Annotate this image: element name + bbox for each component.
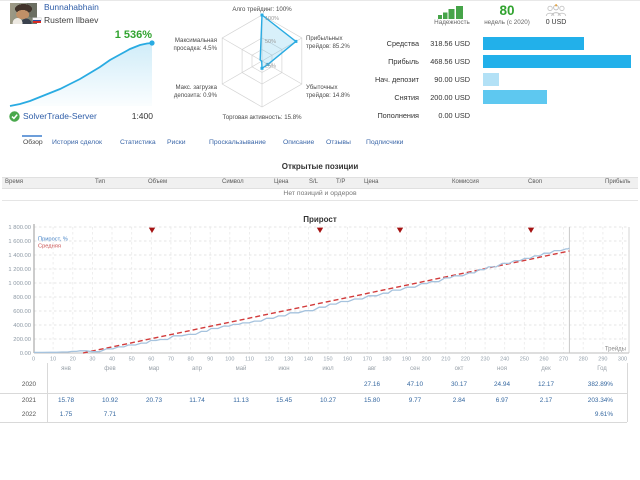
svg-text:трейдов: 85.2%: трейдов: 85.2%	[306, 43, 350, 50]
svg-text:600.00: 600.00	[13, 309, 31, 315]
svg-text:400.00: 400.00	[13, 323, 31, 329]
svg-text:25%: 25%	[265, 64, 276, 70]
svg-text:110: 110	[245, 357, 254, 363]
svg-text:40: 40	[109, 357, 115, 363]
svg-text:70: 70	[168, 357, 174, 363]
svg-text:220: 220	[461, 357, 470, 363]
svg-text:800.00: 800.00	[13, 295, 31, 301]
svg-text:Прибыльных: Прибыльных	[306, 35, 343, 42]
svg-text:30: 30	[89, 357, 95, 363]
svg-text:300: 300	[618, 357, 627, 363]
svg-text:210: 210	[441, 357, 450, 363]
svg-text:0: 0	[32, 357, 35, 363]
svg-text:депозита: 0.9%: депозита: 0.9%	[174, 92, 218, 99]
svg-text:170: 170	[363, 357, 372, 363]
svg-text:10: 10	[50, 357, 56, 363]
svg-text:130: 130	[284, 357, 293, 363]
svg-text:50: 50	[129, 357, 135, 363]
svg-text:230: 230	[481, 357, 490, 363]
svg-text:100: 100	[225, 357, 234, 363]
svg-text:250: 250	[520, 357, 529, 363]
svg-text:180: 180	[382, 357, 391, 363]
svg-text:60: 60	[148, 357, 154, 363]
svg-text:260: 260	[539, 357, 548, 363]
svg-text:1 400.00: 1 400.00	[8, 253, 31, 259]
svg-text:290: 290	[598, 357, 607, 363]
svg-text:200.00: 200.00	[13, 337, 31, 343]
svg-text:270: 270	[559, 357, 568, 363]
svg-text:1 200.00: 1 200.00	[8, 267, 31, 273]
svg-text:140: 140	[304, 357, 313, 363]
svg-text:1 800.00: 1 800.00	[8, 225, 31, 231]
svg-text:Убыточных: Убыточных	[306, 84, 338, 91]
svg-text:1 600.00: 1 600.00	[8, 239, 31, 245]
svg-text:190: 190	[402, 357, 411, 363]
svg-text:Средняя: Средняя	[38, 244, 61, 250]
svg-text:160: 160	[343, 357, 352, 363]
svg-text:280: 280	[579, 357, 588, 363]
svg-text:Торговая активность: 15.8%: Торговая активность: 15.8%	[222, 114, 302, 121]
svg-text:1 000.00: 1 000.00	[8, 281, 31, 287]
svg-text:Прирост, %: Прирост, %	[38, 237, 68, 243]
svg-text:50%: 50%	[265, 39, 276, 45]
svg-text:20: 20	[70, 357, 76, 363]
svg-text:0.00: 0.00	[20, 351, 31, 357]
svg-text:120: 120	[265, 357, 274, 363]
svg-text:просадка: 4.5%: просадка: 4.5%	[173, 45, 217, 52]
svg-text:Алго трейдинг: 100%: Алго трейдинг: 100%	[232, 6, 292, 13]
svg-text:240: 240	[500, 357, 509, 363]
svg-text:Макс. загрузка: Макс. загрузка	[176, 84, 218, 91]
svg-text:90: 90	[207, 357, 213, 363]
svg-text:Трейды: Трейды	[605, 346, 626, 353]
svg-text:80: 80	[188, 357, 194, 363]
svg-text:трейдов: 14.8%: трейдов: 14.8%	[306, 92, 350, 99]
svg-text:200: 200	[422, 357, 431, 363]
svg-text:Максимальная: Максимальная	[175, 37, 217, 44]
svg-text:100%: 100%	[265, 16, 279, 22]
svg-text:150: 150	[323, 357, 332, 363]
